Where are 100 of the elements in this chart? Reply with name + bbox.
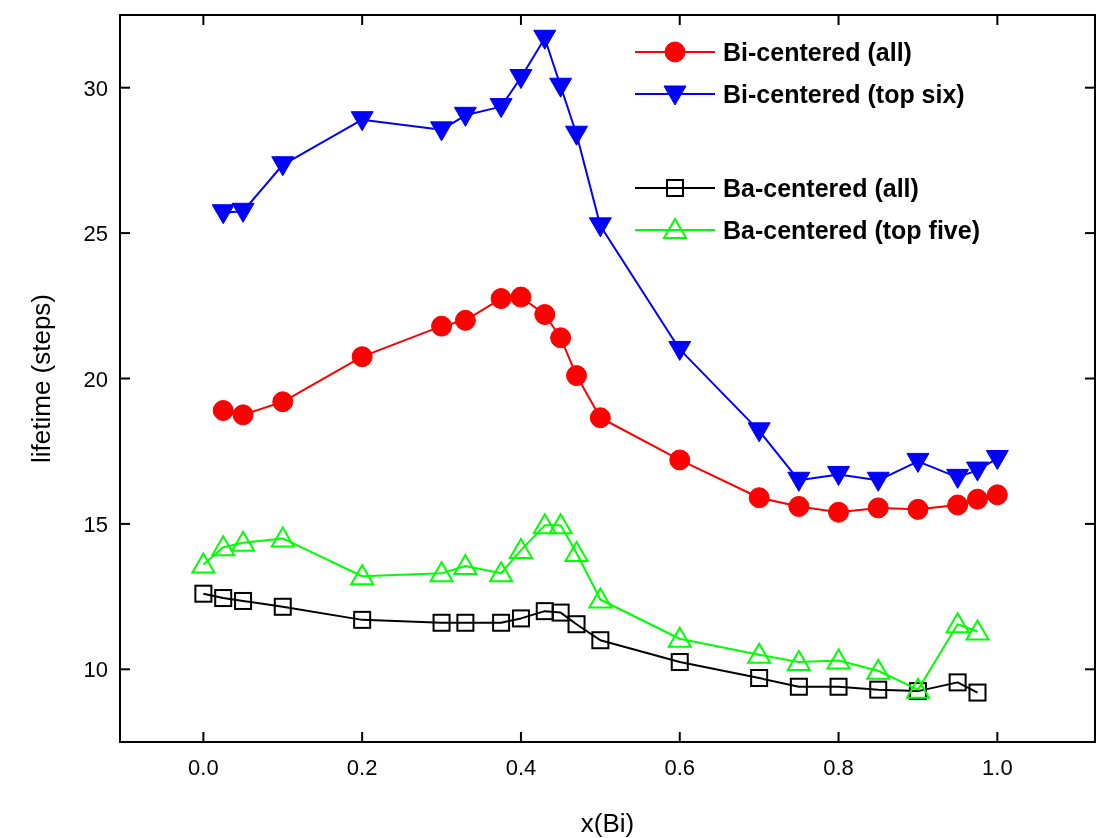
point [826,648,851,670]
point [234,591,253,610]
x-tick-label: 0.0 [188,755,219,780]
point [350,564,375,586]
point [667,626,692,648]
point [191,552,216,574]
point [271,156,295,177]
point [273,597,292,616]
point [456,613,475,632]
point [492,613,511,632]
point [511,609,530,628]
point [866,658,891,680]
point [669,449,691,471]
point [748,487,770,509]
point [828,501,850,523]
point [985,449,1009,470]
point [565,125,589,146]
point [986,484,1008,506]
point [353,610,372,629]
point [212,399,234,421]
legend-label: Ba-centered (top five) [723,216,980,244]
y-tick-label: 25 [83,221,108,247]
point [867,497,889,519]
point [591,631,610,650]
point [945,612,970,634]
point [532,513,557,535]
point [453,554,478,576]
x-tick-label: 0.4 [505,755,537,780]
point [747,642,772,664]
y-tick-label: 10 [83,657,108,683]
point [787,471,811,492]
x-tick-label: 0.2 [346,755,378,780]
y-tick-label: 30 [83,75,108,101]
point [550,327,572,349]
point [548,513,573,535]
point [564,540,589,562]
point [489,561,514,583]
point [907,498,929,520]
point [551,603,570,622]
point [866,471,890,492]
point [490,288,512,310]
point [549,77,573,98]
point [789,677,808,696]
point [827,465,851,486]
point [351,346,373,368]
point [510,286,532,308]
y-tick-label: 15 [83,511,108,537]
point [453,106,477,127]
point [965,461,989,482]
point [869,680,888,699]
x-tick-label: 1.0 [982,755,1013,780]
y-tick-label: 20 [83,366,108,392]
point [965,619,990,641]
point [454,309,476,331]
point [670,653,689,672]
point [567,615,586,634]
point [786,650,811,672]
x-tick-label: 0.8 [823,755,854,780]
point [588,217,612,238]
point [211,535,236,557]
point [211,204,235,225]
point [829,677,848,696]
point [350,111,374,132]
point [946,468,970,489]
legend-label: Ba-centered (all) [723,174,919,202]
point [947,494,969,516]
point [509,69,533,90]
point [948,673,967,692]
point [431,315,453,337]
point [566,365,588,387]
point [214,589,233,608]
point [668,340,692,361]
point [535,602,554,621]
point [270,526,295,548]
legend-label: Bi-centered (top six) [723,80,965,108]
point [589,407,611,429]
point [231,530,256,552]
point [966,488,988,510]
point [272,391,294,413]
point [432,613,451,632]
point [231,202,255,223]
point [747,422,771,443]
point [905,677,930,699]
y-axis-title: lifetime (steps) [26,293,56,464]
point [489,98,513,119]
point [534,304,556,326]
point [906,452,930,473]
point [968,683,987,702]
point [429,561,454,583]
point [232,404,254,426]
point [750,669,769,688]
point [508,538,533,560]
x-tick-label: 0.6 [664,755,696,780]
legend-label: Bi-centered (all) [723,38,912,66]
x-axis-title: x(Bi) [580,808,635,838]
point [533,29,557,50]
point [194,584,213,603]
point [588,587,613,609]
point [788,495,810,517]
point [430,121,454,142]
